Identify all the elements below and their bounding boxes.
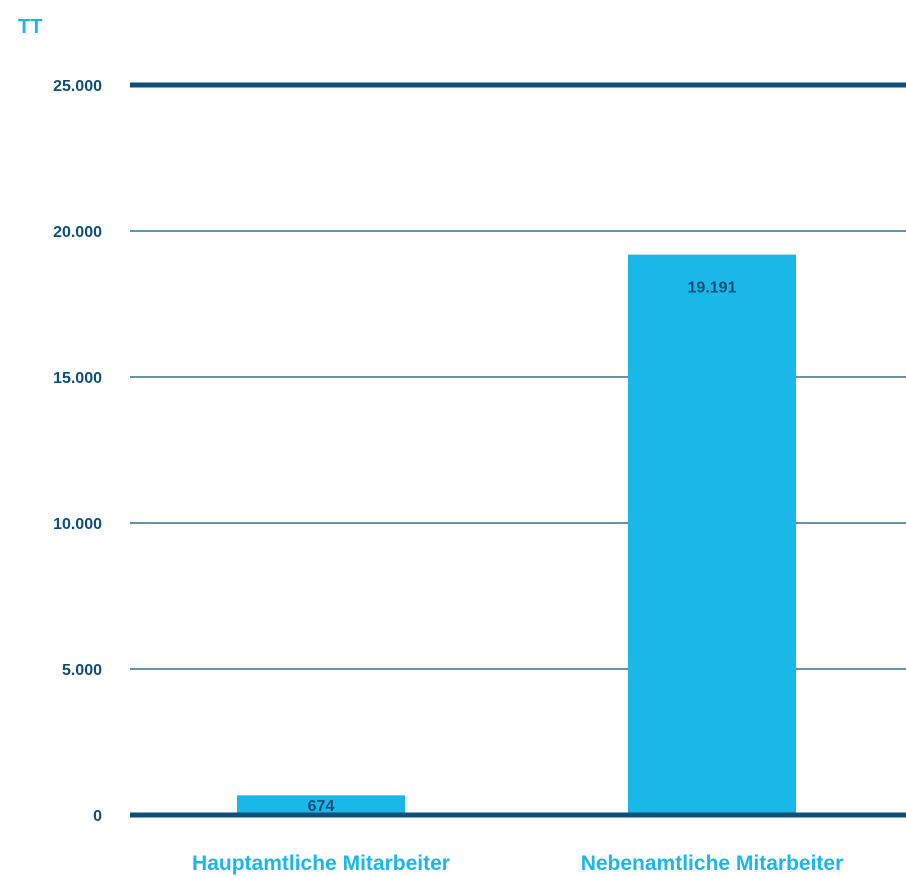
y-tick-label: 10.000 — [53, 516, 102, 533]
data-label: 19.191 — [688, 280, 737, 297]
category-labels: Hauptamtliche Mitarbeiter Nebenamtliche M… — [192, 852, 843, 875]
y-axis-unit-label: TT — [18, 16, 43, 38]
y-axis-tick-labels: 0 5.000 10.000 15.000 20.000 25.000 — [53, 78, 102, 825]
data-label: 674 — [308, 798, 335, 815]
y-tick-label: 25.000 — [53, 78, 102, 95]
category-label: Hauptamtliche Mitarbeiter — [192, 852, 450, 875]
category-label: Nebenamtliche Mitarbeiter — [581, 852, 844, 875]
data-labels: 674 19.191 — [308, 280, 737, 816]
bar-0 — [237, 795, 405, 813]
y-tick-label: 0 — [93, 808, 102, 825]
bars — [237, 254, 796, 813]
y-tick-label: 20.000 — [53, 224, 102, 241]
y-tick-label: 15.000 — [53, 370, 102, 387]
y-tick-label: 5.000 — [62, 662, 102, 679]
bar-1 — [628, 254, 796, 813]
